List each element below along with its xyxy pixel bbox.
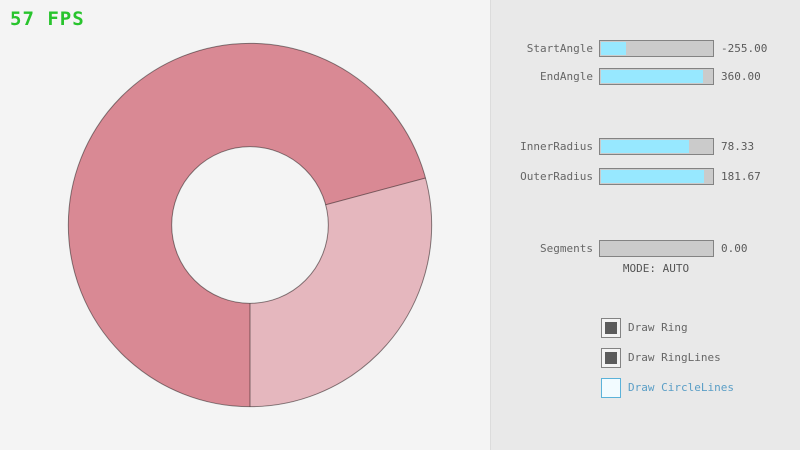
ring-graphic <box>67 42 433 408</box>
innerradius-row: InnerRadius 78.33 <box>491 138 800 155</box>
innerradius-label: InnerRadius <box>520 140 593 153</box>
startangle-value: -255.00 <box>721 42 768 55</box>
outerradius-value: 181.67 <box>721 170 761 183</box>
innerradius-value: 78.33 <box>721 140 755 153</box>
segments-value: 0.00 <box>721 242 748 255</box>
endangle-slider[interactable] <box>599 68 714 85</box>
draw-ringlines-checkbox[interactable] <box>601 348 621 368</box>
outerradius-slider[interactable] <box>599 168 714 185</box>
ring-canvas: 57 FPS <box>10 8 433 408</box>
draw-circlelines-label: Draw CircleLines <box>628 381 734 394</box>
segments-label: Segments <box>540 242 593 255</box>
segments-row: Segments 0.00 <box>491 240 800 257</box>
segments-slider[interactable] <box>599 240 714 257</box>
startangle-slider[interactable] <box>599 40 714 57</box>
draw-circlelines-checkbox[interactable] <box>601 378 621 398</box>
startangle-label: StartAngle <box>526 42 593 55</box>
outerradius-row: OuterRadius 181.67 <box>491 168 800 185</box>
endangle-row: EndAngle 360.00 <box>491 68 800 85</box>
innerradius-slider-fill <box>601 140 690 153</box>
outerradius-slider-fill <box>601 170 704 183</box>
draw-ring-checkbox[interactable] <box>601 318 621 338</box>
endangle-value: 360.00 <box>721 70 761 83</box>
controls-panel: StartAngle -255.00 EndAngle 360.00 Inner… <box>490 0 800 450</box>
endangle-label: EndAngle <box>540 70 593 83</box>
checkmark-icon <box>605 352 617 364</box>
startangle-row: StartAngle -255.00 <box>491 40 800 57</box>
segments-mode-text: MODE: AUTO <box>622 262 690 275</box>
innerradius-slider[interactable] <box>599 138 714 155</box>
draw-ringlines-label: Draw RingLines <box>628 351 721 364</box>
endangle-slider-fill <box>601 70 703 83</box>
outerradius-label: OuterRadius <box>520 170 593 183</box>
draw-ring-label: Draw Ring <box>628 321 688 334</box>
checkmark-icon <box>605 322 617 334</box>
fps-counter: 57 FPS <box>10 8 85 30</box>
startangle-slider-fill <box>601 42 626 55</box>
